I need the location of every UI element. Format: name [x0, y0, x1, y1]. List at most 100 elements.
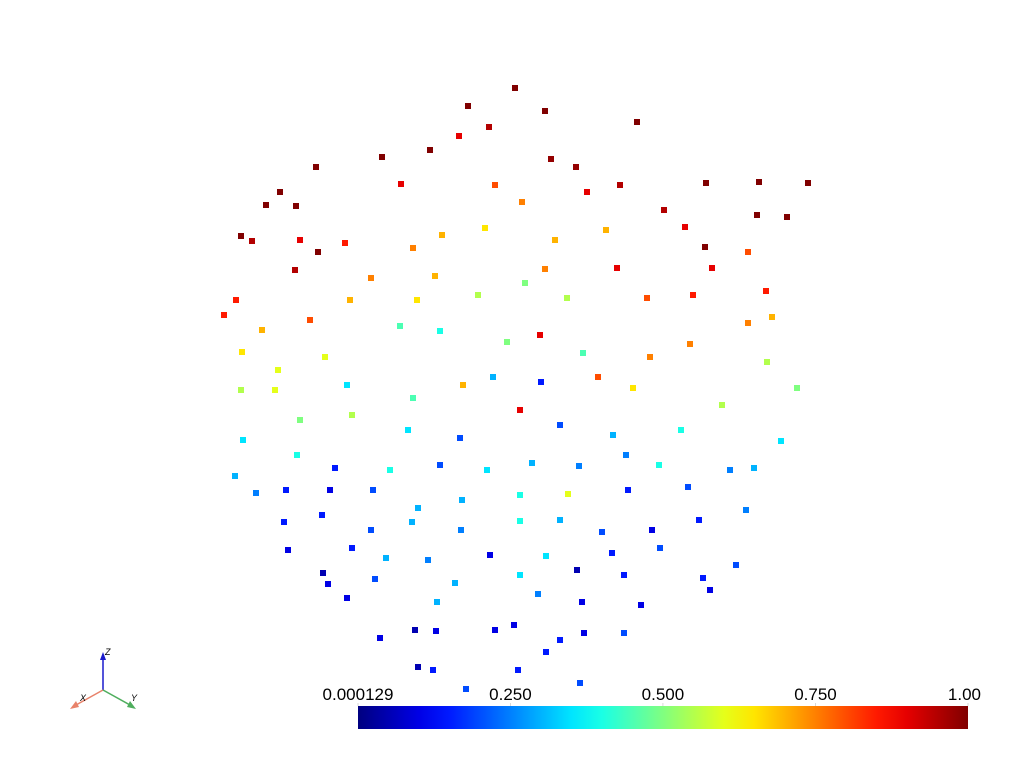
- point: [460, 382, 466, 388]
- point: [542, 266, 548, 272]
- point: [745, 320, 751, 326]
- point: [344, 595, 350, 601]
- point: [576, 463, 582, 469]
- point: [379, 154, 385, 160]
- point: [621, 630, 627, 636]
- point: [745, 249, 751, 255]
- point: [687, 341, 693, 347]
- point: [439, 232, 445, 238]
- point: [315, 249, 321, 255]
- point: [349, 545, 355, 551]
- point: [581, 630, 587, 636]
- colorbar-tick-label: 1.00: [948, 685, 981, 704]
- point: [764, 359, 770, 365]
- y-label: Y: [131, 693, 138, 703]
- point: [702, 244, 708, 250]
- point: [387, 467, 393, 473]
- point: [595, 374, 601, 380]
- point: [638, 602, 644, 608]
- point: [610, 432, 616, 438]
- point: [272, 387, 278, 393]
- point: [475, 292, 481, 298]
- point: [292, 267, 298, 273]
- point: [707, 587, 713, 593]
- point: [609, 550, 615, 556]
- point: [372, 576, 378, 582]
- point-cloud: [221, 85, 811, 692]
- point: [233, 297, 239, 303]
- point: [577, 680, 583, 686]
- colorbar-tick-label: 0.000129: [323, 685, 394, 704]
- point: [603, 227, 609, 233]
- point: [437, 328, 443, 334]
- point: [515, 667, 521, 673]
- point: [579, 599, 585, 605]
- point: [457, 435, 463, 441]
- point: [727, 467, 733, 473]
- point: [599, 529, 605, 535]
- point: [283, 487, 289, 493]
- y-arrow: [127, 701, 136, 709]
- point: [517, 572, 523, 578]
- point: [557, 517, 563, 523]
- point: [743, 507, 749, 513]
- point: [542, 108, 548, 114]
- point: [285, 547, 291, 553]
- point: [634, 119, 640, 125]
- point: [430, 667, 436, 673]
- point: [733, 562, 739, 568]
- point: [625, 487, 631, 493]
- point: [259, 327, 265, 333]
- point: [342, 240, 348, 246]
- point: [452, 580, 458, 586]
- point: [297, 237, 303, 243]
- point: [263, 202, 269, 208]
- point: [347, 297, 353, 303]
- point: [538, 379, 544, 385]
- point: [410, 245, 416, 251]
- point: [307, 317, 313, 323]
- y-axis: [102, 689, 131, 706]
- point: [277, 189, 283, 195]
- point: [490, 374, 496, 380]
- point: [630, 385, 636, 391]
- point: [756, 179, 762, 185]
- point: [319, 512, 325, 518]
- point: [794, 385, 800, 391]
- point: [425, 557, 431, 563]
- point: [719, 402, 725, 408]
- point: [548, 156, 554, 162]
- point: [409, 519, 415, 525]
- point: [344, 382, 350, 388]
- point: [368, 527, 374, 533]
- point: [657, 545, 663, 551]
- point: [678, 427, 684, 433]
- point: [414, 297, 420, 303]
- point: [398, 181, 404, 187]
- colorbar-tick-label: 0.250: [489, 685, 532, 704]
- point: [529, 460, 535, 466]
- point: [754, 212, 760, 218]
- point: [458, 527, 464, 533]
- point: [621, 572, 627, 578]
- point: [239, 349, 245, 355]
- point: [656, 462, 662, 468]
- point: [427, 147, 433, 153]
- point: [313, 164, 319, 170]
- point: [649, 527, 655, 533]
- point: [434, 599, 440, 605]
- point: [573, 164, 579, 170]
- point: [397, 323, 403, 329]
- point: [557, 422, 563, 428]
- point: [383, 555, 389, 561]
- point: [325, 581, 331, 587]
- point: [511, 622, 517, 628]
- point: [293, 203, 299, 209]
- point: [784, 214, 790, 220]
- point: [294, 452, 300, 458]
- point: [482, 225, 488, 231]
- point: [751, 465, 757, 471]
- point: [253, 490, 259, 496]
- point: [492, 627, 498, 633]
